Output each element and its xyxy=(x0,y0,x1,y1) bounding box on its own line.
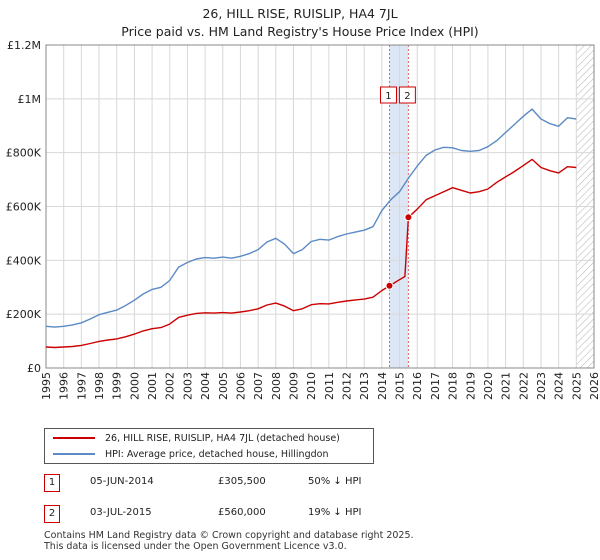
footer-copyright: Contains HM Land Registry data © Crown c… xyxy=(44,530,414,541)
x-tick-label: 1997 xyxy=(75,372,88,400)
x-tick-label: 2023 xyxy=(535,372,548,400)
x-tick-label: 1996 xyxy=(58,372,71,400)
x-tick-label: 2019 xyxy=(464,372,477,400)
sale-label-box xyxy=(398,86,416,104)
x-tick-label: 2005 xyxy=(217,372,230,400)
property-price-line xyxy=(45,158,577,349)
y-tick-label: £800K xyxy=(6,147,42,160)
x-tick-label: 2000 xyxy=(128,372,141,400)
sale-date: 03-JUL-2015 xyxy=(90,507,152,518)
x-tick-label: 1995 xyxy=(40,372,53,400)
hpi-line xyxy=(45,108,577,328)
x-tick-label: 2006 xyxy=(234,372,247,400)
x-tick-label: 2013 xyxy=(358,372,371,400)
price-chart: 1 2 £0 £200K £400K £600K £800K £1M £1.2M 1995 1996… xyxy=(6,39,600,400)
x-tick-label: 1999 xyxy=(111,372,124,400)
x-tick-label: 2017 xyxy=(429,372,442,400)
x-tick-label: 2010 xyxy=(305,372,318,400)
x-tick-label: 2008 xyxy=(270,372,283,400)
y-tick-label: £1M xyxy=(18,93,42,106)
x-tick-label: 2024 xyxy=(553,372,566,400)
legend-item-property: 26, HILL RISE, RUISLIP, HA4 7JL (detache… xyxy=(53,431,340,445)
y-tick-label: £0 xyxy=(27,362,41,375)
x-tick-label: 2002 xyxy=(164,372,177,400)
legend: 26, HILL RISE, RUISLIP, HA4 7JL (detache… xyxy=(44,428,374,464)
legend-item-hpi: HPI: Average price, detached house, Hill… xyxy=(53,447,328,461)
sale-marker-badge: 2 xyxy=(44,505,60,523)
x-tick-label: 2001 xyxy=(146,372,159,400)
sale-hpi-diff: 19% ↓ HPI xyxy=(308,507,362,518)
sale-hpi-diff: 50% ↓ HPI xyxy=(308,476,362,487)
chart-title: 26, HILL RISE, RUISLIP, HA4 7JL xyxy=(202,6,398,21)
x-tick-label: 2015 xyxy=(394,372,407,400)
x-tick-label: 2025 xyxy=(570,372,583,400)
legend-swatch-hpi xyxy=(53,453,95,455)
x-tick-label: 2007 xyxy=(252,372,265,400)
y-tick-label: £600K xyxy=(6,201,42,214)
sale-point xyxy=(404,213,413,222)
sale-price: £560,000 xyxy=(218,507,266,518)
x-tick-label: 2003 xyxy=(181,372,194,400)
footer-licence: This data is licensed under the Open Gov… xyxy=(44,541,347,552)
plot-frame xyxy=(45,44,595,369)
chart-subtitle: Price paid vs. HM Land Registry's House … xyxy=(121,24,479,39)
sale-price: £305,500 xyxy=(218,476,266,487)
x-tick-label: 2021 xyxy=(500,372,513,400)
x-tick-label: 2009 xyxy=(287,372,300,400)
x-tick-label: 2018 xyxy=(447,372,460,400)
y-tick-label: £200K xyxy=(6,308,42,321)
x-tick-label: 2016 xyxy=(411,372,424,400)
x-tick-label: 1998 xyxy=(93,372,106,400)
x-tick-label: 2011 xyxy=(323,372,336,400)
sale-label-text: 1 xyxy=(385,91,391,102)
sale-label-box xyxy=(379,86,397,104)
x-tick-label: 2004 xyxy=(199,372,212,400)
footer: Contains HM Land Registry data © Crown c… xyxy=(44,530,414,552)
legend-label-property: 26, HILL RISE, RUISLIP, HA4 7JL (detache… xyxy=(105,432,340,444)
legend-label-hpi: HPI: Average price, detached house, Hill… xyxy=(105,448,329,460)
legend-swatch-property xyxy=(53,437,95,439)
x-tick-label: 2012 xyxy=(341,372,354,400)
y-tick-label: £1.2M xyxy=(7,39,41,52)
x-tick-label: 2014 xyxy=(376,372,389,400)
sale-marker-badge: 1 xyxy=(44,474,60,492)
x-tick-label: 2022 xyxy=(517,372,530,400)
x-tick-label: 2020 xyxy=(482,372,495,400)
x-tick-label: 2026 xyxy=(588,372,600,400)
sale-point xyxy=(385,281,394,290)
sale-date: 05-JUN-2014 xyxy=(90,476,154,487)
y-tick-label: £400K xyxy=(6,254,42,267)
sale-label-text: 2 xyxy=(404,91,410,102)
